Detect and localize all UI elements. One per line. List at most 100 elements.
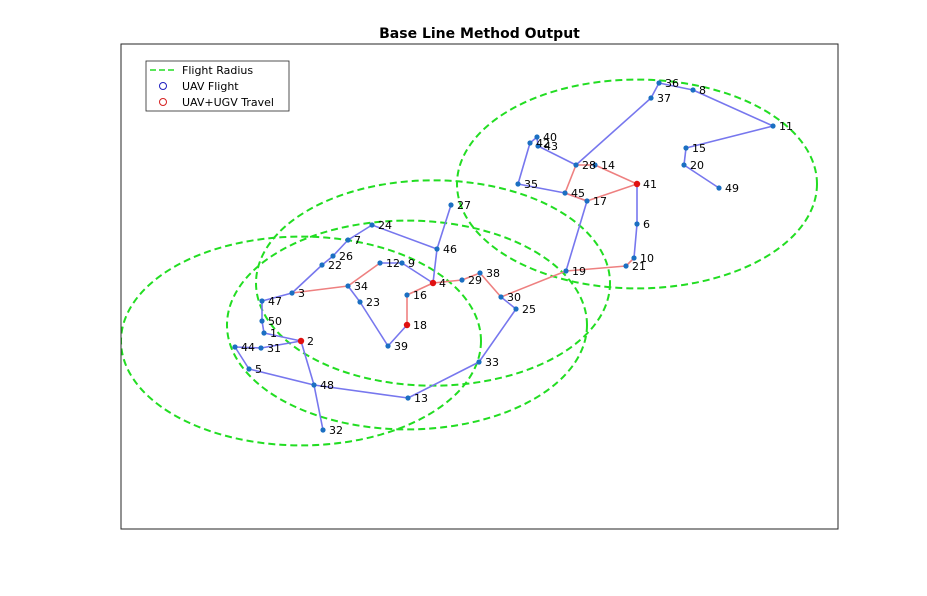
chart-title: Base Line Method Output bbox=[379, 26, 580, 42]
uav-ugv-travel-edge-17-41 bbox=[586, 183, 638, 202]
uav-flight-edge-39-18 bbox=[387, 324, 408, 347]
node-label-39: 39 bbox=[394, 340, 408, 353]
node-label-48: 48 bbox=[320, 379, 334, 392]
node-33 bbox=[476, 359, 482, 365]
uav-flight-edge-36-8 bbox=[658, 82, 694, 91]
node-7 bbox=[345, 237, 351, 243]
node-17 bbox=[584, 198, 590, 204]
uav-flight-edge-2-1 bbox=[263, 332, 302, 342]
node-label-25: 25 bbox=[522, 303, 536, 316]
node-20 bbox=[681, 162, 687, 168]
uav-ugv-travel-edge-41-14 bbox=[594, 164, 638, 185]
uav-ugv-travel-edge-34-12 bbox=[347, 262, 381, 287]
depot-node-41 bbox=[633, 180, 641, 188]
node-label-27: 27 bbox=[457, 199, 471, 212]
node-label-28: 28 bbox=[582, 159, 596, 172]
node-label-15: 15 bbox=[692, 142, 706, 155]
node-label-3: 3 bbox=[298, 287, 305, 300]
node-label-44: 44 bbox=[241, 341, 255, 354]
node-label-20: 20 bbox=[690, 159, 704, 172]
uav-flight-edge-5-48 bbox=[248, 368, 315, 386]
node-label-18: 18 bbox=[413, 319, 427, 332]
node-16 bbox=[404, 292, 410, 298]
uav-flight-edge-19-17 bbox=[565, 200, 588, 272]
node-label-50: 50 bbox=[268, 315, 282, 328]
uav-flight-edge-43-28 bbox=[537, 145, 577, 166]
depot-node-2 bbox=[297, 337, 305, 345]
node-label-6: 6 bbox=[643, 218, 650, 231]
legend-uav-ugv-label: UAV+UGV Travel bbox=[182, 96, 274, 109]
node-31 bbox=[258, 345, 264, 351]
uav-ugv-travel-edge-45-17 bbox=[564, 192, 588, 202]
node-39 bbox=[385, 343, 391, 349]
uav-flight-edge-46-4 bbox=[432, 248, 438, 284]
node-12 bbox=[377, 260, 383, 266]
legend-uav-ugv-swatch bbox=[159, 98, 167, 106]
node-label-7: 7 bbox=[354, 234, 361, 247]
node-label-11: 11 bbox=[779, 120, 793, 133]
depot-node-4 bbox=[429, 279, 437, 287]
flight-radius-circle-1 bbox=[121, 235, 482, 447]
node-layer bbox=[232, 80, 776, 433]
node-3 bbox=[289, 290, 295, 296]
node-10 bbox=[631, 255, 637, 261]
node-13 bbox=[405, 395, 411, 401]
node-label-29: 29 bbox=[468, 274, 482, 287]
node-label-4: 4 bbox=[439, 277, 446, 290]
node-49 bbox=[716, 185, 722, 191]
node-11 bbox=[770, 123, 776, 129]
node-14 bbox=[592, 162, 598, 168]
node-label-30: 30 bbox=[507, 291, 521, 304]
node-5 bbox=[246, 366, 252, 372]
node-label-12: 12 bbox=[386, 257, 400, 270]
node-label-40: 40 bbox=[543, 131, 557, 144]
node-28 bbox=[573, 162, 579, 168]
uav-flight-edge-2-31 bbox=[260, 340, 302, 349]
uav-flight-edge-8-11 bbox=[692, 89, 774, 127]
node-label-42: 42 bbox=[536, 137, 550, 150]
uav-ugv-travel-edge-4-29 bbox=[432, 279, 463, 284]
node-42 bbox=[527, 140, 533, 146]
node-44 bbox=[232, 344, 238, 350]
node-43 bbox=[535, 143, 541, 149]
node-label-45: 45 bbox=[571, 187, 585, 200]
uav-ugv-travel-edge-29-38 bbox=[461, 272, 481, 281]
uav-flight-edge-48-13 bbox=[313, 384, 409, 399]
uav-flight-edge-33-25 bbox=[478, 308, 517, 363]
node-29 bbox=[459, 277, 465, 283]
node-label-8: 8 bbox=[699, 84, 706, 97]
uav-flight-edge-26-7 bbox=[332, 239, 349, 257]
node-label-5: 5 bbox=[255, 363, 262, 376]
node-27 bbox=[448, 202, 454, 208]
node-15 bbox=[683, 145, 689, 151]
uav-flight-edge-35-42 bbox=[517, 142, 531, 185]
node-32 bbox=[320, 427, 326, 433]
node-label-32: 32 bbox=[329, 424, 343, 437]
uav-flight-edge-7-24 bbox=[347, 224, 373, 241]
node-label-22: 22 bbox=[328, 259, 342, 272]
uav-ugv-travel-edge-3-34 bbox=[291, 285, 349, 294]
node-35 bbox=[515, 181, 521, 187]
uav-flight-edge-34-23 bbox=[347, 285, 361, 303]
legend: Flight Radius UAV Flight UAV+UGV Travel bbox=[145, 60, 290, 112]
uav-flight-edge-24-46 bbox=[371, 224, 438, 250]
node-label-9: 9 bbox=[408, 257, 415, 270]
uav-flight-edge-44-5 bbox=[234, 346, 250, 370]
node-6 bbox=[634, 221, 640, 227]
node-26 bbox=[330, 253, 336, 259]
node-40 bbox=[534, 134, 540, 140]
node-label-31: 31 bbox=[267, 342, 281, 355]
node-label-33: 33 bbox=[485, 356, 499, 369]
node-9 bbox=[399, 260, 405, 266]
uav-flight-edge-37-36 bbox=[650, 82, 660, 99]
uav-flight-edge-13-33 bbox=[407, 361, 480, 399]
node-label-43: 43 bbox=[544, 140, 558, 153]
node-label-21: 21 bbox=[632, 260, 646, 273]
node-1 bbox=[261, 330, 267, 336]
node-label-47: 47 bbox=[268, 295, 282, 308]
uav-flight-edge-23-39 bbox=[359, 301, 389, 347]
node-8 bbox=[690, 87, 696, 93]
node-37 bbox=[648, 95, 654, 101]
node-22 bbox=[319, 262, 325, 268]
